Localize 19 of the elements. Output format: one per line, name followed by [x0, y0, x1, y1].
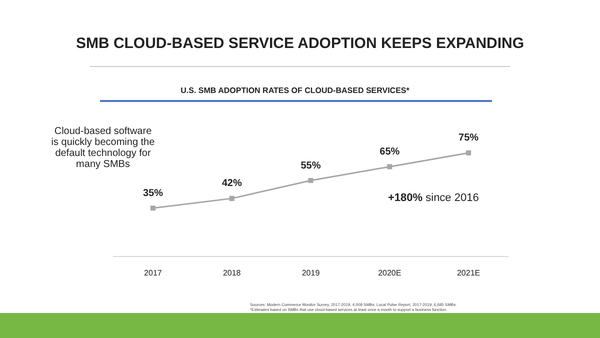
- chart-title: SMB CLOUD-BASED SERVICE ADOPTION KEEPS EXPANDING: [74, 35, 526, 52]
- point: [387, 164, 392, 170]
- point: [308, 178, 314, 184]
- annotation: +180% since 2016: [388, 192, 479, 204]
- x-tick-label: 2021E: [456, 268, 480, 278]
- x-tick-label: 2020E: [378, 268, 402, 278]
- data-label: 42%: [222, 178, 242, 190]
- point: [150, 206, 156, 211]
- x-tick-label: 2017: [144, 268, 162, 278]
- point: [229, 196, 234, 201]
- x-tick-label: 2019: [302, 268, 320, 278]
- data-label: 65%: [380, 146, 400, 158]
- data-label: 55%: [300, 160, 321, 172]
- data-label: 75%: [458, 132, 479, 144]
- annotation: Cloud-based software is quickly becoming the default technology for many SMBs: [50, 126, 156, 170]
- data-label: 35%: [142, 188, 164, 199]
- x-tick-label: 2018: [222, 268, 242, 278]
- chart-subtitle: U.S. SMB ADOPTION RATES OF CLOUD-BASED SERVICES*: [180, 86, 410, 95]
- point: [466, 150, 472, 156]
